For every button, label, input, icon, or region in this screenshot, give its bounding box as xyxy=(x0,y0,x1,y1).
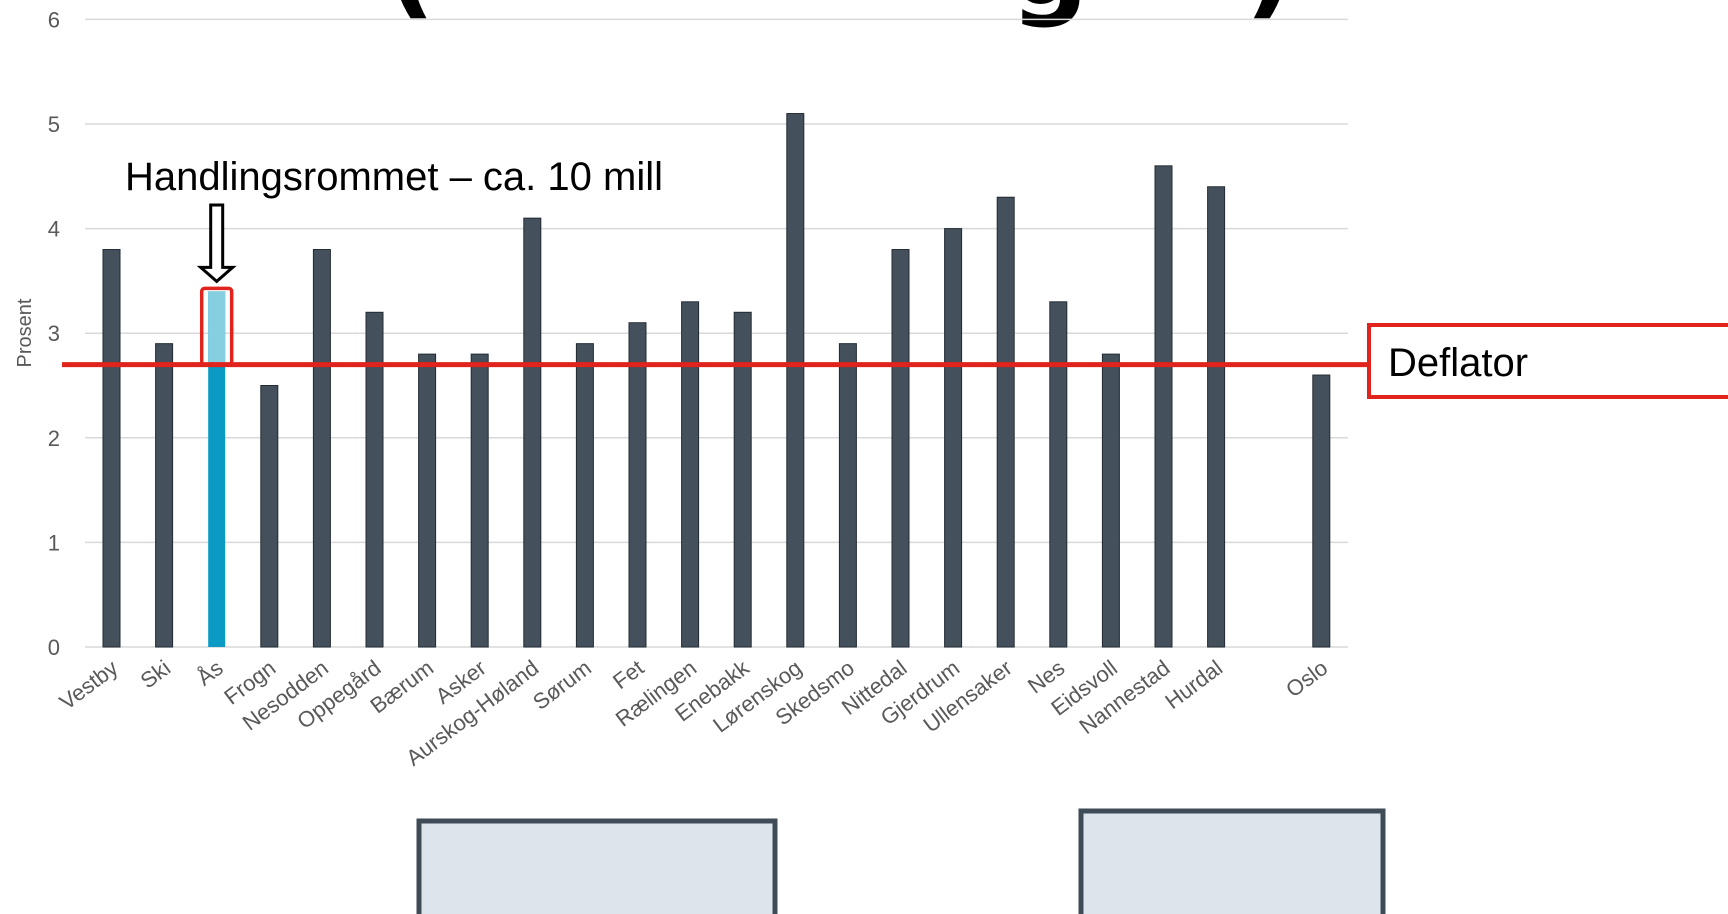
title-fragment-open: ( xyxy=(385,0,435,30)
bar-frogn xyxy=(260,385,279,648)
y-tick-label: 2 xyxy=(48,426,60,451)
bar-sørum xyxy=(575,343,594,648)
deflator-label-box xyxy=(1367,323,1728,399)
bottom-box-left xyxy=(416,818,778,914)
bar-nannestad xyxy=(1154,165,1173,648)
bar-rælingen xyxy=(681,301,700,648)
y-axis-label: Prosent xyxy=(14,298,36,367)
bar-aurskog-høland xyxy=(523,217,542,648)
x-tick-label: Oslo xyxy=(1281,655,1332,702)
x-tick-label: Hurdal xyxy=(1160,655,1227,714)
deflator-label: Deflator xyxy=(1388,341,1528,385)
bar-fet xyxy=(628,322,647,648)
bar-nittedal xyxy=(891,249,910,648)
bar-ski xyxy=(155,343,174,648)
bars xyxy=(102,113,1331,648)
bar-highlight-segment xyxy=(208,291,226,365)
x-tick-label: Vestby xyxy=(55,655,123,715)
bar-hurdal xyxy=(1207,186,1226,648)
bar-ås xyxy=(208,291,226,647)
x-tick-label: Sørum xyxy=(528,655,596,715)
bar-enebakk xyxy=(733,311,752,648)
bar-oppegård xyxy=(365,311,384,648)
gridlines xyxy=(85,18,1348,648)
bar-eidsvoll xyxy=(1101,353,1120,648)
down-arrow-icon xyxy=(196,203,237,284)
y-tick-label: 4 xyxy=(48,217,60,242)
highlight-frame xyxy=(199,286,234,367)
y-axis-ticks: 0 1 2 3 4 5 6 xyxy=(48,7,60,660)
bar-nesodden xyxy=(312,249,331,648)
y-tick-label: 6 xyxy=(48,7,60,32)
bar-oslo xyxy=(1312,374,1331,648)
title-fragment-g: g xyxy=(1010,0,1089,30)
bar-gjerdrum xyxy=(944,228,963,648)
y-tick-label: 0 xyxy=(48,635,60,660)
x-tick-label: Ski xyxy=(136,655,175,693)
bar-asker xyxy=(470,353,489,648)
annotation-text: Handlingsrommet – ca. 10 mill xyxy=(125,155,663,199)
x-tick-label: Ås xyxy=(192,655,228,690)
bar-skedsmo xyxy=(838,343,857,648)
y-tick-label: 5 xyxy=(48,112,60,137)
bar-bærum xyxy=(418,353,437,648)
bar-nes xyxy=(1049,301,1068,648)
bar-vestby xyxy=(102,249,121,648)
bottom-box-right xyxy=(1078,808,1386,914)
y-tick-label: 3 xyxy=(48,321,60,346)
title-fragment-close: ) xyxy=(1245,0,1295,30)
bar-ullensaker xyxy=(996,196,1015,648)
bar-lørenskog xyxy=(786,113,805,648)
y-tick-label: 1 xyxy=(48,530,60,555)
x-axis-ticks: Vestby Ski ÅsFrognNesoddenOppegårdBærumAsk… xyxy=(55,654,1333,770)
